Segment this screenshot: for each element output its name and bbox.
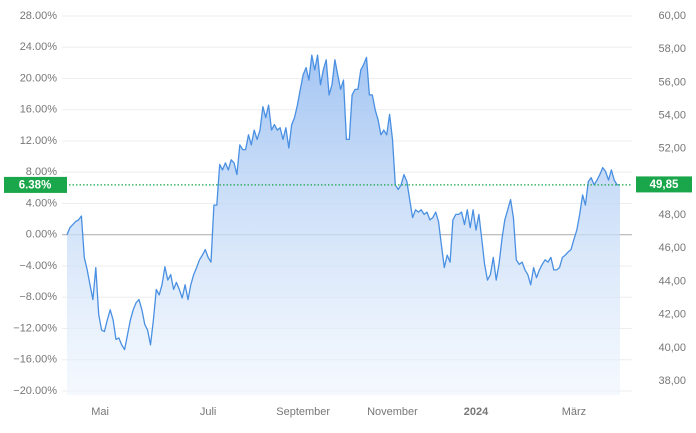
y-tick-label: −12.00% (13, 322, 57, 334)
y2-tick-label: 54,00 (658, 109, 686, 121)
y-tick-label: −4.00% (19, 260, 57, 272)
y-tick-label: 24.00% (20, 41, 58, 53)
x-tick-label: November (367, 406, 418, 418)
y-tick-label: −20.00% (13, 385, 57, 397)
current-tag-left (4, 176, 67, 193)
price-line (66, 54, 621, 351)
y-tick-label: −8.00% (19, 291, 57, 303)
y2-tick-label: 38,00 (658, 375, 686, 387)
y2-tick-label: 60,00 (658, 10, 686, 22)
y2-tick-label: 46,00 (658, 242, 686, 254)
y2-tick-label: 56,00 (658, 76, 686, 88)
y-tick-label: 4.00% (26, 197, 57, 209)
x-tick-label: September (276, 406, 330, 418)
area (67, 55, 620, 395)
current-tag-right (636, 176, 692, 193)
current-label-left: 6.38% (19, 179, 52, 191)
y2-tick-label: 40,00 (658, 342, 686, 354)
current-label-right: 49,85 (650, 179, 679, 191)
x-tick-label: Juli (200, 406, 217, 418)
y-tick-label: 0.00% (26, 229, 57, 241)
y2-tick-label: 42,00 (658, 309, 686, 321)
x-tick-label: März (562, 406, 586, 418)
y2-tick-label: 52,00 (658, 143, 686, 155)
y-tick-label: −16.00% (13, 354, 57, 366)
y2-tick-label: 58,00 (658, 43, 686, 55)
y2-tick-label: 44,00 (658, 275, 686, 287)
x-tick-label: 2024 (464, 406, 489, 418)
y-tick-label: 16.00% (20, 104, 58, 116)
y-tick-label: 12.00% (20, 135, 58, 147)
y2-tick-label: 48,00 (658, 209, 686, 221)
x-tick-label: Mai (91, 406, 109, 418)
y-tick-label: 20.00% (20, 72, 58, 84)
y-tick-label: 28.00% (20, 10, 58, 22)
y-tick-label: 8.00% (26, 166, 57, 178)
